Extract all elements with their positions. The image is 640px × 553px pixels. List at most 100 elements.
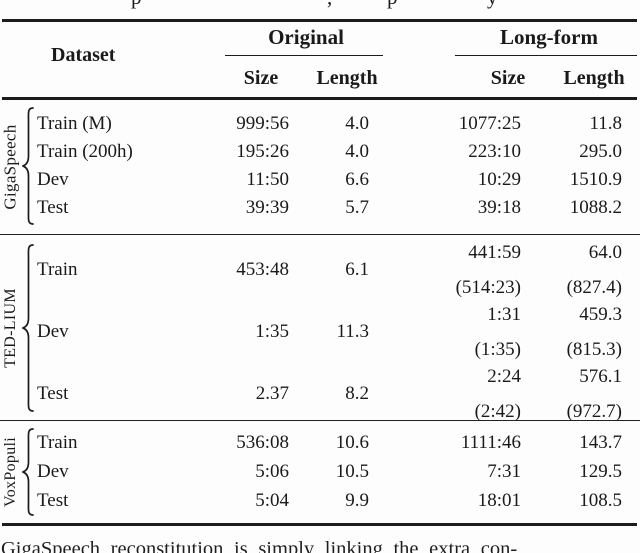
section-rows: Train 453:48 6.1 441:59 (514:23) 64.0 (827.4) D… bbox=[0, 235, 640, 422]
table-header-rule bbox=[2, 97, 637, 100]
longform-size-paren: (2:42) bbox=[474, 401, 521, 422]
original-length-cell: 9.9 bbox=[345, 489, 369, 511]
table-row: Train 536:08 10.6 1111:46 143.7 bbox=[0, 428, 640, 457]
table-section-voxpopuli: VoxPopuli Train 536:08 10.6 1111:46 143.7 Dev 5… bbox=[0, 420, 640, 523]
table-top-rule bbox=[2, 19, 637, 22]
row-label-cell: Train bbox=[37, 259, 78, 280]
table-section-tedlium: TED-LIUM Train 453:48 6.1 441:59 (514:23) 64.0… bbox=[0, 234, 640, 422]
original-size-cell: 536:08 bbox=[236, 431, 289, 453]
longform-size-cell: 223:10 bbox=[468, 141, 521, 162]
row-label-cell: Train (M) bbox=[37, 113, 112, 134]
longform-length-value: 576.1 bbox=[579, 366, 622, 387]
section-brace bbox=[22, 244, 34, 412]
longform-length-cell: 143.7 bbox=[579, 431, 622, 453]
longform-size-cell: 39:18 bbox=[477, 197, 521, 218]
row-label-cell: Test bbox=[37, 383, 69, 404]
table-row: Dev 11:50 6.6 10:29 1510.9 bbox=[0, 166, 640, 194]
caption-descender-fragment: p bbox=[131, 0, 142, 10]
original-length-cell: 4.0 bbox=[345, 113, 369, 134]
longform-length-value: 64.0 bbox=[588, 242, 622, 263]
column-header-dataset: Dataset bbox=[51, 44, 116, 66]
row-label-cell: Train bbox=[37, 431, 78, 453]
longform-size-cell: 18:01 bbox=[477, 489, 521, 511]
longform-length-cell: 459.3 (815.3) bbox=[521, 297, 622, 367]
column-header-size-longform: Size bbox=[490, 67, 526, 89]
column-header-size-original: Size bbox=[243, 67, 279, 89]
longform-size-cell: 441:59 (514:23) bbox=[369, 235, 521, 305]
longform-length-value: 459.3 bbox=[579, 304, 622, 325]
section-brace bbox=[22, 107, 34, 225]
table-body: GigaSpeech Train (M) 999:56 4.0 1077:25 11.8 T… bbox=[0, 99, 640, 523]
longform-size-value: 2:24 bbox=[487, 366, 521, 387]
table-row: Train (200h) 195:26 4.0 223:10 295.0 bbox=[0, 138, 640, 166]
original-size-cell: 195:26 bbox=[236, 141, 289, 162]
original-size-cell: 5:06 bbox=[255, 460, 289, 482]
table-row: Test 39:39 5.7 39:18 1088.2 bbox=[0, 194, 640, 222]
section-brace bbox=[22, 428, 34, 516]
original-length-cell: 10.6 bbox=[335, 431, 369, 453]
original-size-cell: 999:56 bbox=[236, 113, 289, 134]
longform-length-cell: 11.8 bbox=[589, 113, 622, 134]
longform-size-value: 441:59 bbox=[468, 242, 521, 263]
original-length-cell: 10.5 bbox=[335, 460, 369, 482]
table-row: Dev 5:06 10.5 7:31 129.5 bbox=[0, 457, 640, 486]
longform-length-paren: (827.4) bbox=[566, 277, 622, 298]
section-rows: Train 536:08 10.6 1111:46 143.7 Dev 5:06 10.5 7:… bbox=[0, 421, 640, 515]
section-rows: Train (M) 999:56 4.0 1077:25 11.8 Train (200h… bbox=[0, 99, 640, 222]
longform-size-cell: 10:29 bbox=[477, 169, 521, 190]
original-size-cell: 11:50 bbox=[246, 169, 289, 190]
original-size-cell: 39:39 bbox=[245, 197, 289, 218]
caption-descender-fragment: y bbox=[487, 0, 498, 10]
original-size-cell: 453:48 bbox=[236, 259, 289, 280]
table-row: Dev 1:35 11.3 1:31 (1:35) 459.3 (815.3) bbox=[0, 297, 640, 360]
longform-size-value: 1:31 bbox=[487, 304, 521, 325]
longform-size-cell: 2:24 (2:42) bbox=[369, 359, 521, 429]
original-length-cell: 6.1 bbox=[345, 259, 369, 280]
original-length-cell: 11.3 bbox=[336, 321, 369, 342]
longform-length-cell: 129.5 bbox=[579, 460, 622, 482]
longform-size-cell: 1111:46 bbox=[460, 431, 521, 453]
table-row: Test 5:04 9.9 18:01 108.5 bbox=[0, 486, 640, 515]
longform-size-paren: (1:35) bbox=[474, 339, 521, 360]
table-bottom-rule bbox=[2, 523, 637, 526]
body-text-clipped-line: GigaSpeech reconstitution is simply link… bbox=[1, 538, 518, 553]
original-size-cell: 5:04 bbox=[255, 489, 289, 511]
row-label-cell: Dev bbox=[37, 169, 69, 190]
row-label-cell: Dev bbox=[37, 321, 69, 342]
row-label-cell: Dev bbox=[37, 460, 69, 482]
original-size-cell: 1:35 bbox=[255, 321, 289, 342]
cmidrule-longform bbox=[455, 55, 637, 57]
longform-size-paren: (514:23) bbox=[455, 277, 521, 298]
longform-length-paren: (815.3) bbox=[566, 339, 622, 360]
original-length-cell: 6.6 bbox=[345, 169, 369, 190]
longform-size-cell: 1:31 (1:35) bbox=[369, 297, 521, 367]
longform-length-cell: 108.5 bbox=[579, 489, 622, 511]
column-group-original: Original bbox=[268, 25, 344, 49]
longform-length-cell: 64.0 (827.4) bbox=[521, 235, 622, 305]
longform-length-cell: 295.0 bbox=[579, 141, 622, 162]
caption-descender-fragment: , bbox=[327, 0, 332, 10]
caption-descender-fragment: p bbox=[387, 0, 398, 10]
table-row: Train 453:48 6.1 441:59 (514:23) 64.0 (827.4) bbox=[0, 235, 640, 298]
longform-size-cell: 1077:25 bbox=[458, 113, 521, 134]
longform-length-cell: 1510.9 bbox=[569, 169, 622, 190]
row-label-cell: Test bbox=[37, 489, 69, 511]
caption-clipped-line: p , p y bbox=[0, 0, 640, 11]
column-header-length-longform: Length bbox=[563, 67, 625, 89]
longform-length-cell: 1088.2 bbox=[569, 197, 622, 218]
original-length-cell: 5.7 bbox=[345, 197, 369, 218]
original-length-cell: 4.0 bbox=[345, 141, 369, 162]
column-header-length-original: Length bbox=[316, 67, 378, 89]
original-length-cell: 8.2 bbox=[345, 383, 369, 404]
longform-length-paren: (972.7) bbox=[566, 401, 622, 422]
table-row: Test 2.37 8.2 2:24 (2:42) 576.1 (972.7) bbox=[0, 359, 640, 422]
longform-size-cell: 7:31 bbox=[487, 460, 521, 482]
column-group-longform: Long-form bbox=[500, 25, 598, 49]
original-size-cell: 2.37 bbox=[255, 383, 289, 404]
table-row: Train (M) 999:56 4.0 1077:25 11.8 bbox=[0, 110, 640, 138]
cmidrule-original bbox=[225, 55, 383, 57]
table-section-gigaspeech: GigaSpeech Train (M) 999:56 4.0 1077:25 11.8 T… bbox=[0, 99, 640, 234]
row-label-cell: Test bbox=[37, 197, 69, 218]
row-label-cell: Train (200h) bbox=[37, 141, 133, 162]
